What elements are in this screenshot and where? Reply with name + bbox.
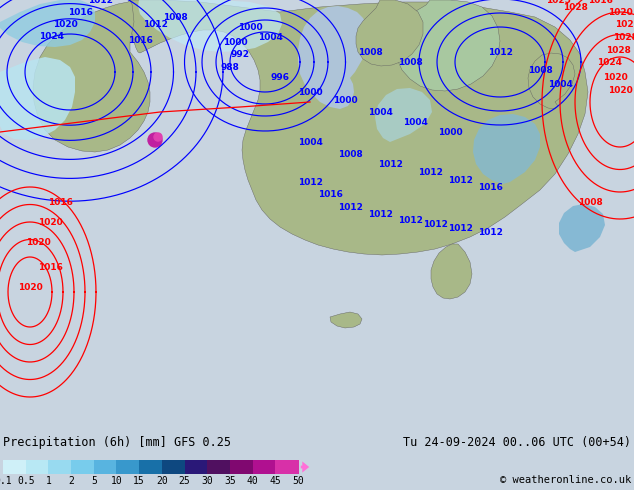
Text: 1016: 1016 xyxy=(68,7,93,17)
Text: 1012: 1012 xyxy=(423,220,448,228)
Circle shape xyxy=(148,133,162,147)
Text: 50: 50 xyxy=(292,476,304,486)
Text: 0.5: 0.5 xyxy=(17,476,34,486)
Text: 1016: 1016 xyxy=(477,182,502,192)
Polygon shape xyxy=(559,204,605,252)
Bar xyxy=(252,460,276,474)
Text: 1020: 1020 xyxy=(607,85,632,95)
Text: 1028: 1028 xyxy=(605,46,630,54)
Text: 1012: 1012 xyxy=(297,177,323,187)
Text: 1012: 1012 xyxy=(398,216,422,224)
Bar xyxy=(207,460,230,474)
Text: 0.1: 0.1 xyxy=(0,476,12,486)
Bar xyxy=(139,460,162,474)
Text: 996: 996 xyxy=(271,73,290,81)
Text: 1000: 1000 xyxy=(298,88,322,97)
Text: 1020: 1020 xyxy=(607,7,632,17)
Polygon shape xyxy=(298,6,368,109)
Text: 1000: 1000 xyxy=(333,96,358,104)
Bar xyxy=(275,460,299,474)
Text: 1012: 1012 xyxy=(378,160,403,169)
Text: 15: 15 xyxy=(133,476,145,486)
Text: 1004: 1004 xyxy=(297,138,323,147)
Text: 992: 992 xyxy=(231,49,250,58)
Polygon shape xyxy=(473,114,540,184)
Text: 20: 20 xyxy=(156,476,168,486)
Text: 988: 988 xyxy=(221,63,240,72)
Bar xyxy=(162,460,185,474)
Bar xyxy=(184,460,208,474)
Text: 1016: 1016 xyxy=(318,190,342,198)
Text: 1004: 1004 xyxy=(257,32,282,42)
Text: 1012: 1012 xyxy=(448,223,472,232)
Text: 1024: 1024 xyxy=(597,57,623,67)
Text: 1008: 1008 xyxy=(398,57,422,67)
Text: 1028: 1028 xyxy=(562,2,588,11)
Text: 1012: 1012 xyxy=(368,210,392,219)
Text: 1024: 1024 xyxy=(616,20,634,28)
Bar xyxy=(230,460,253,474)
Text: Tu 24-09-2024 00..06 UTC (00+54): Tu 24-09-2024 00..06 UTC (00+54) xyxy=(403,436,631,449)
Text: 1016: 1016 xyxy=(37,263,62,271)
Text: 1016: 1016 xyxy=(588,0,612,4)
Polygon shape xyxy=(375,88,432,142)
Text: 1020: 1020 xyxy=(53,20,77,28)
Polygon shape xyxy=(528,53,575,109)
Text: 1004: 1004 xyxy=(368,107,392,117)
Polygon shape xyxy=(330,312,362,328)
Text: 1020: 1020 xyxy=(37,218,62,226)
Text: 1: 1 xyxy=(46,476,51,486)
Text: 40: 40 xyxy=(247,476,259,486)
Text: 1004: 1004 xyxy=(548,79,573,89)
Text: 1020: 1020 xyxy=(603,73,628,81)
Text: 1008: 1008 xyxy=(338,149,363,158)
Text: 1004: 1004 xyxy=(403,118,427,126)
Polygon shape xyxy=(33,0,150,152)
Polygon shape xyxy=(0,57,75,140)
Text: 1000: 1000 xyxy=(223,38,247,47)
Text: 1025: 1025 xyxy=(546,0,571,4)
Text: 1020: 1020 xyxy=(18,283,42,292)
Polygon shape xyxy=(129,0,588,255)
Text: 1012: 1012 xyxy=(143,20,167,28)
Bar xyxy=(94,460,117,474)
Circle shape xyxy=(154,133,162,141)
Bar xyxy=(3,460,26,474)
Polygon shape xyxy=(0,0,95,47)
Polygon shape xyxy=(431,244,472,299)
Text: 1008: 1008 xyxy=(527,66,552,74)
Text: 1000: 1000 xyxy=(238,23,262,31)
Polygon shape xyxy=(138,0,282,52)
Text: 25: 25 xyxy=(179,476,190,486)
Bar xyxy=(48,460,72,474)
Text: 1012: 1012 xyxy=(488,48,512,56)
Text: 1016: 1016 xyxy=(127,35,152,45)
Bar xyxy=(117,460,139,474)
Text: 1012: 1012 xyxy=(477,227,502,237)
Text: 1000: 1000 xyxy=(437,127,462,137)
Bar xyxy=(71,460,94,474)
Polygon shape xyxy=(356,0,423,66)
Text: 10: 10 xyxy=(110,476,122,486)
Polygon shape xyxy=(395,0,500,91)
Text: 35: 35 xyxy=(224,476,236,486)
Text: 45: 45 xyxy=(269,476,281,486)
Text: 1020: 1020 xyxy=(25,238,50,246)
Text: 1024: 1024 xyxy=(39,31,65,41)
Text: 1008: 1008 xyxy=(578,197,602,206)
Bar xyxy=(26,460,49,474)
Text: 1008: 1008 xyxy=(358,48,382,56)
Text: Precipitation (6h) [mm] GFS 0.25: Precipitation (6h) [mm] GFS 0.25 xyxy=(3,436,231,449)
Text: 1012: 1012 xyxy=(418,168,443,176)
Text: 1028: 1028 xyxy=(612,32,634,42)
Text: 1008: 1008 xyxy=(163,13,188,22)
Text: 30: 30 xyxy=(202,476,213,486)
Text: 5: 5 xyxy=(91,476,97,486)
Text: 2: 2 xyxy=(68,476,74,486)
Text: 1012: 1012 xyxy=(337,202,363,212)
Text: 1012: 1012 xyxy=(87,0,112,4)
Text: 1012: 1012 xyxy=(448,175,472,185)
Text: 1016: 1016 xyxy=(48,197,72,206)
Text: © weatheronline.co.uk: © weatheronline.co.uk xyxy=(500,475,631,485)
